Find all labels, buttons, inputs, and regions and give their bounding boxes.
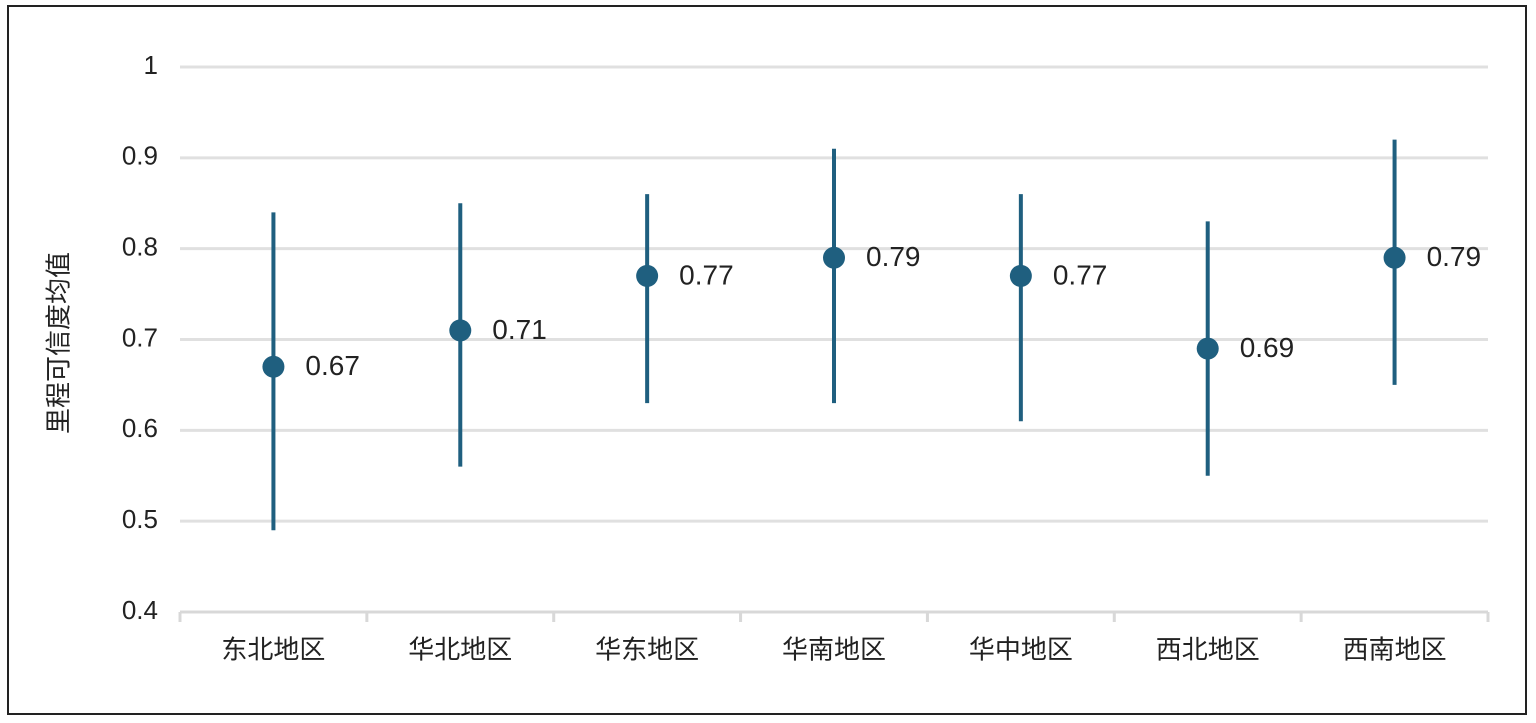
data-label: 0.71	[492, 314, 547, 345]
data-label: 0.67	[305, 350, 360, 381]
y-tick-labels: 0.4 0.5 0.6 0.7 0.8 0.9 1	[122, 50, 158, 625]
x-tick-labels: 东北地区 华北地区 华东地区 华南地区 华中地区 西北地区 西南地区	[221, 636, 1446, 666]
x-tick-label: 华南地区	[782, 636, 886, 666]
data-point	[262, 355, 285, 378]
data-label: 0.79	[866, 241, 921, 272]
x-tick-label: 东北地区	[221, 636, 325, 666]
chart-frame	[7, 5, 1527, 715]
y-tick-label: 0.8	[122, 232, 158, 262]
y-tick-label: 0.7	[122, 322, 158, 352]
y-tick-label: 1	[144, 50, 158, 80]
series: 0.67 0.71 0.77 0.79 0.77 0.69 0.79	[262, 139, 1482, 531]
y-axis-label: 里程可信度均值	[45, 252, 75, 434]
data-label: 0.77	[679, 259, 734, 290]
x-tick-label: 西北地区	[1156, 636, 1260, 666]
data-label: 0.77	[1053, 259, 1108, 290]
data-point	[823, 246, 845, 269]
y-tick-label: 0.4	[122, 595, 158, 625]
data-point	[1383, 246, 1406, 269]
y-tick-label: 0.9	[122, 141, 158, 171]
data-label: 0.79	[1427, 241, 1482, 272]
x-tick-label: 华东地区	[595, 636, 699, 666]
data-label: 0.69	[1240, 332, 1295, 363]
x-tick-label: 华北地区	[408, 636, 512, 666]
x-tick-label: 华中地区	[969, 636, 1073, 666]
data-point	[449, 319, 472, 342]
y-tick-label: 0.5	[122, 504, 158, 534]
data-point	[1196, 337, 1219, 360]
x-tick-label: 西南地区	[1343, 636, 1447, 666]
data-point	[636, 264, 659, 287]
y-tick-label: 0.6	[122, 413, 158, 443]
x-axis	[178, 610, 1490, 622]
data-point	[1009, 264, 1032, 287]
